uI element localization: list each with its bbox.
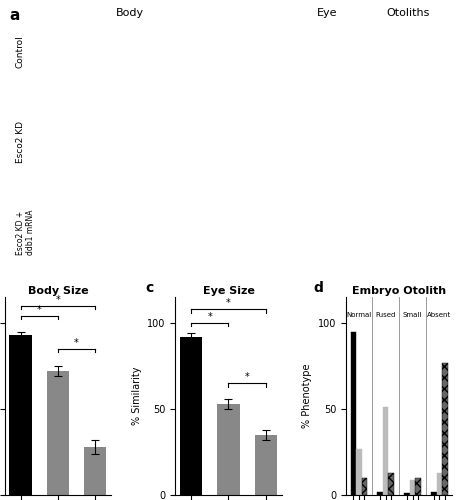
Bar [218, 404, 239, 495]
Bar [351, 332, 356, 495]
Text: Control: Control [16, 35, 25, 68]
Y-axis label: % Phenotype: % Phenotype [302, 364, 312, 428]
Text: d: d [314, 282, 324, 296]
Bar [356, 448, 361, 495]
Text: *: * [37, 305, 42, 315]
Title: Embryo Otolith: Embryo Otolith [352, 286, 446, 296]
Bar [442, 362, 447, 495]
Text: Small: Small [403, 312, 422, 318]
Bar [377, 492, 383, 495]
Bar [404, 494, 410, 495]
Text: Eye: Eye [317, 8, 337, 18]
Bar [383, 407, 388, 495]
Y-axis label: % Similarity: % Similarity [132, 367, 142, 426]
Bar [436, 472, 442, 495]
Bar [361, 478, 367, 495]
Text: Fused: Fused [376, 312, 396, 318]
Text: Body: Body [116, 8, 144, 18]
Bar [84, 447, 106, 495]
Text: *: * [245, 372, 250, 382]
Title: Body Size: Body Size [27, 286, 88, 296]
Text: Otoliths: Otoliths [386, 8, 429, 18]
Text: *: * [226, 298, 231, 308]
Bar [410, 480, 415, 495]
Bar [388, 472, 394, 495]
Bar [415, 478, 421, 495]
Title: Eye Size: Eye Size [202, 286, 255, 296]
Bar [180, 336, 202, 495]
Bar [431, 492, 436, 495]
Bar [10, 335, 32, 495]
Text: a: a [9, 8, 20, 22]
Text: *: * [74, 338, 79, 348]
Text: Normal: Normal [346, 312, 372, 318]
Text: *: * [207, 312, 212, 322]
Text: Absent: Absent [427, 312, 452, 318]
Text: *: * [55, 295, 60, 305]
Text: Esco2 KD: Esco2 KD [16, 120, 25, 162]
Bar [47, 371, 69, 495]
Text: c: c [145, 282, 154, 296]
Text: Esco2 KD +
ddb1 mRNA: Esco2 KD + ddb1 mRNA [16, 209, 35, 254]
Bar [255, 435, 277, 495]
